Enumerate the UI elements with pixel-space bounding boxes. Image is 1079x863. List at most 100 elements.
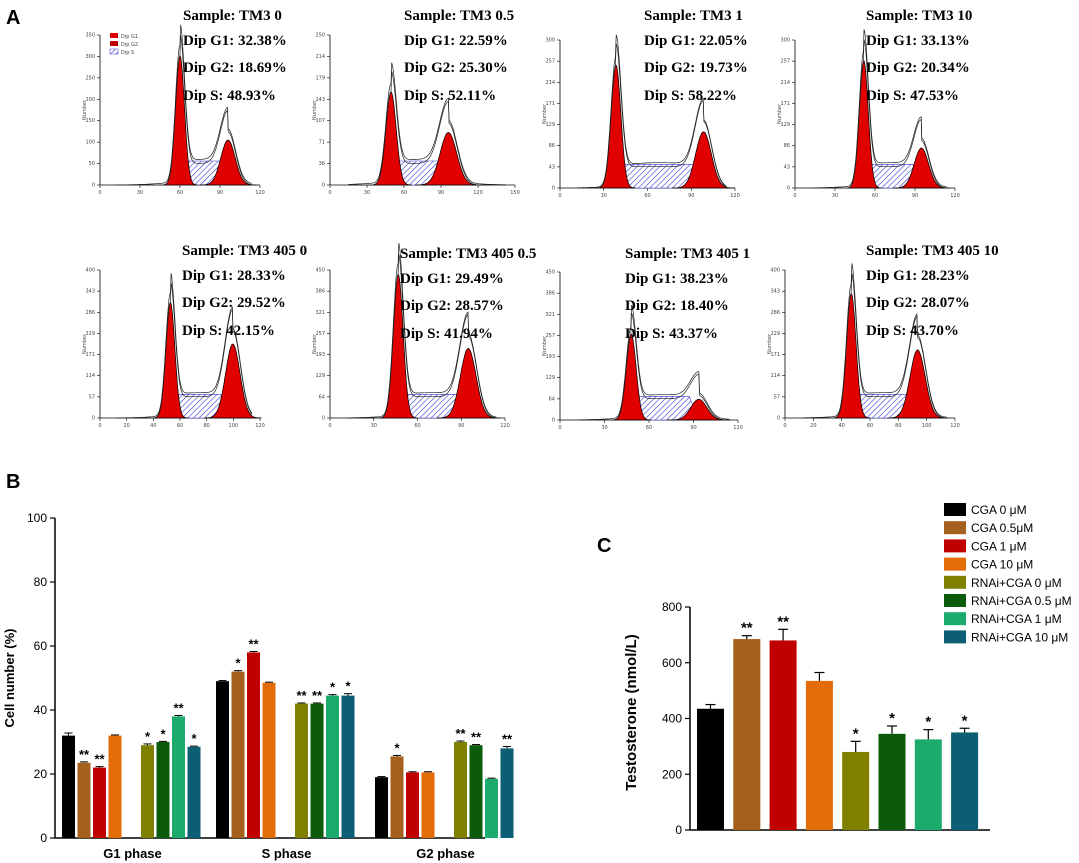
hist-envelope-line — [116, 282, 253, 419]
hist-y-axis-title: Number — [82, 333, 88, 354]
hist-y-axis-title: Number — [542, 103, 548, 124]
hist-x-tick-label: 150 — [510, 190, 520, 196]
hist-y-tick-label: 36 — [319, 161, 325, 167]
hist-x-tick-label: 120 — [730, 193, 740, 199]
hist-y-tick-label: 129 — [315, 373, 325, 379]
hist-x-tick-label: 0 — [558, 425, 561, 431]
hist-x-tick-label: 90 — [217, 190, 223, 196]
hist-y-axis-title: Number — [767, 333, 773, 354]
legend-swatch-g1 — [110, 33, 118, 38]
hist-y-tick-label: 250 — [315, 33, 325, 39]
hist-x-tick-label: 60 — [872, 193, 878, 199]
hist-x-tick-label: 30 — [137, 190, 143, 196]
hist-y-tick-label: 321 — [315, 310, 325, 316]
bar-b-1-7 — [341, 695, 355, 838]
chart-c-y-tick-label: 0 — [675, 823, 682, 837]
chart-c-y-tick-label: 800 — [662, 600, 682, 614]
bar-c-7 — [951, 732, 979, 830]
legend-swatch-6 — [944, 612, 966, 626]
histogram-0: 0 50 100 150 200 250 300 350 Number 0 30 60 90 120 Sam… — [82, 8, 287, 196]
legend-label-6: RNAi+CGA 1 μM — [971, 612, 1062, 626]
bar-c-3 — [805, 680, 833, 830]
dip-g2-peak — [887, 349, 949, 419]
hist-x-tick-label: 0 — [328, 423, 331, 429]
dip-s-region — [615, 164, 704, 189]
hist-y-tick-label: 257 — [315, 331, 325, 337]
hist-x-tick-label: 90 — [438, 190, 444, 196]
legend-label-5: RNAi+CGA 0.5 μM — [971, 594, 1072, 608]
hist-x-tick-label: 20 — [123, 423, 129, 429]
bar-b-1-0 — [216, 681, 229, 838]
bar-b-0-6 — [172, 716, 185, 838]
hist-label-g2: Dip G2: 28.07% — [866, 295, 970, 311]
hist-y-tick-label: 257 — [545, 59, 555, 65]
hist-y-tick-label: 450 — [315, 268, 325, 274]
hist-y-tick-label: 321 — [545, 312, 555, 318]
chart-c-y-tick-label: 400 — [662, 712, 682, 726]
hist-y-tick-label: 257 — [780, 59, 790, 65]
chart-b-y-tick-label: 80 — [34, 575, 48, 589]
hist-x-tick-label: 120 — [255, 190, 265, 196]
hist-y-tick-label: 300 — [545, 38, 555, 44]
dip-g2-peak — [415, 132, 482, 186]
hist-label-s: Dip S: 52.11% — [404, 88, 496, 104]
hist-envelope-line — [577, 43, 727, 189]
hist-y-tick-label: 57 — [89, 394, 95, 400]
hist-y-tick-label: 300 — [780, 38, 790, 44]
bar-b-0-4 — [141, 745, 154, 838]
legend-swatch-4 — [944, 575, 966, 589]
panel-label-c: C — [597, 535, 611, 557]
hist-label-sample: Sample: TM3 405 1 — [625, 246, 750, 262]
hist-envelope-line — [577, 312, 730, 421]
hist-y-tick-label: 171 — [770, 352, 780, 358]
hist-x-tick-label: 100 — [229, 423, 239, 429]
bar-c-4 — [842, 751, 870, 830]
hist-x-tick-label: 120 — [255, 423, 265, 429]
significance-marker: * — [853, 725, 859, 742]
hist-y-tick-label: 286 — [85, 310, 95, 316]
hist-label-sample: Sample: TM3 10 — [866, 8, 972, 24]
chart-b-y-tick-label: 40 — [34, 703, 48, 717]
hist-label-sample: Sample: TM3 0.5 — [404, 8, 514, 24]
chart-b-y-tick-label: 20 — [34, 767, 48, 781]
hist-y-tick-label: 171 — [780, 101, 790, 107]
chart-b-category-label: G1 phase — [103, 846, 162, 861]
hist-y-axis-title: Number — [777, 103, 783, 124]
hist-y-tick-label: 50 — [89, 161, 95, 167]
bar-c-5 — [878, 733, 906, 830]
chart-b-y-tick-label: 0 — [40, 831, 47, 845]
bar-b-1-3 — [262, 682, 276, 838]
hist-y-tick-label: 193 — [315, 352, 325, 358]
significance-marker: * — [330, 680, 336, 695]
legend-swatch-1 — [944, 521, 966, 535]
hist-label-s: Dip S: 42.15% — [182, 323, 275, 339]
hist-y-tick-label: 71 — [319, 140, 325, 146]
bar-b-0-5 — [156, 742, 170, 838]
hist-envelope-line — [811, 39, 947, 189]
hist-y-tick-label: 386 — [545, 291, 555, 297]
bar-b-2-1 — [390, 756, 404, 838]
hist-y-tick-label: 214 — [780, 80, 790, 86]
hist-label-g1: Dip G1: 22.05% — [644, 33, 748, 49]
hist-y-tick-label: 64 — [319, 394, 325, 400]
bar-b-2-4 — [454, 742, 467, 838]
hist-y-tick-label: 229 — [770, 331, 780, 337]
hist-x-tick-label: 120 — [950, 193, 960, 199]
bar-b-0-2 — [93, 767, 106, 838]
hist-y-tick-label: 129 — [545, 122, 555, 128]
hist-envelope-line — [347, 243, 497, 419]
hist-envelope-line — [577, 34, 727, 189]
hist-y-tick-label: 0 — [552, 418, 555, 424]
hist-y-axis-title: Number — [542, 335, 548, 356]
hist-y-tick-label: 286 — [770, 310, 780, 316]
histogram-4: 0 57 114 171 229 286 343 400 Number 0 20 40 60 80 100 1… — [82, 243, 307, 429]
hist-label-sample: Sample: TM3 0 — [183, 8, 282, 24]
legend-swatch-5 — [944, 594, 966, 607]
hist-x-tick-label: 80 — [895, 423, 901, 429]
significance-marker: ** — [502, 731, 513, 746]
significance-marker: * — [345, 679, 351, 694]
legend-label-s: Dip S — [121, 50, 134, 56]
hist-y-tick-label: 343 — [770, 289, 780, 295]
hist-y-tick-label: 200 — [85, 97, 95, 103]
